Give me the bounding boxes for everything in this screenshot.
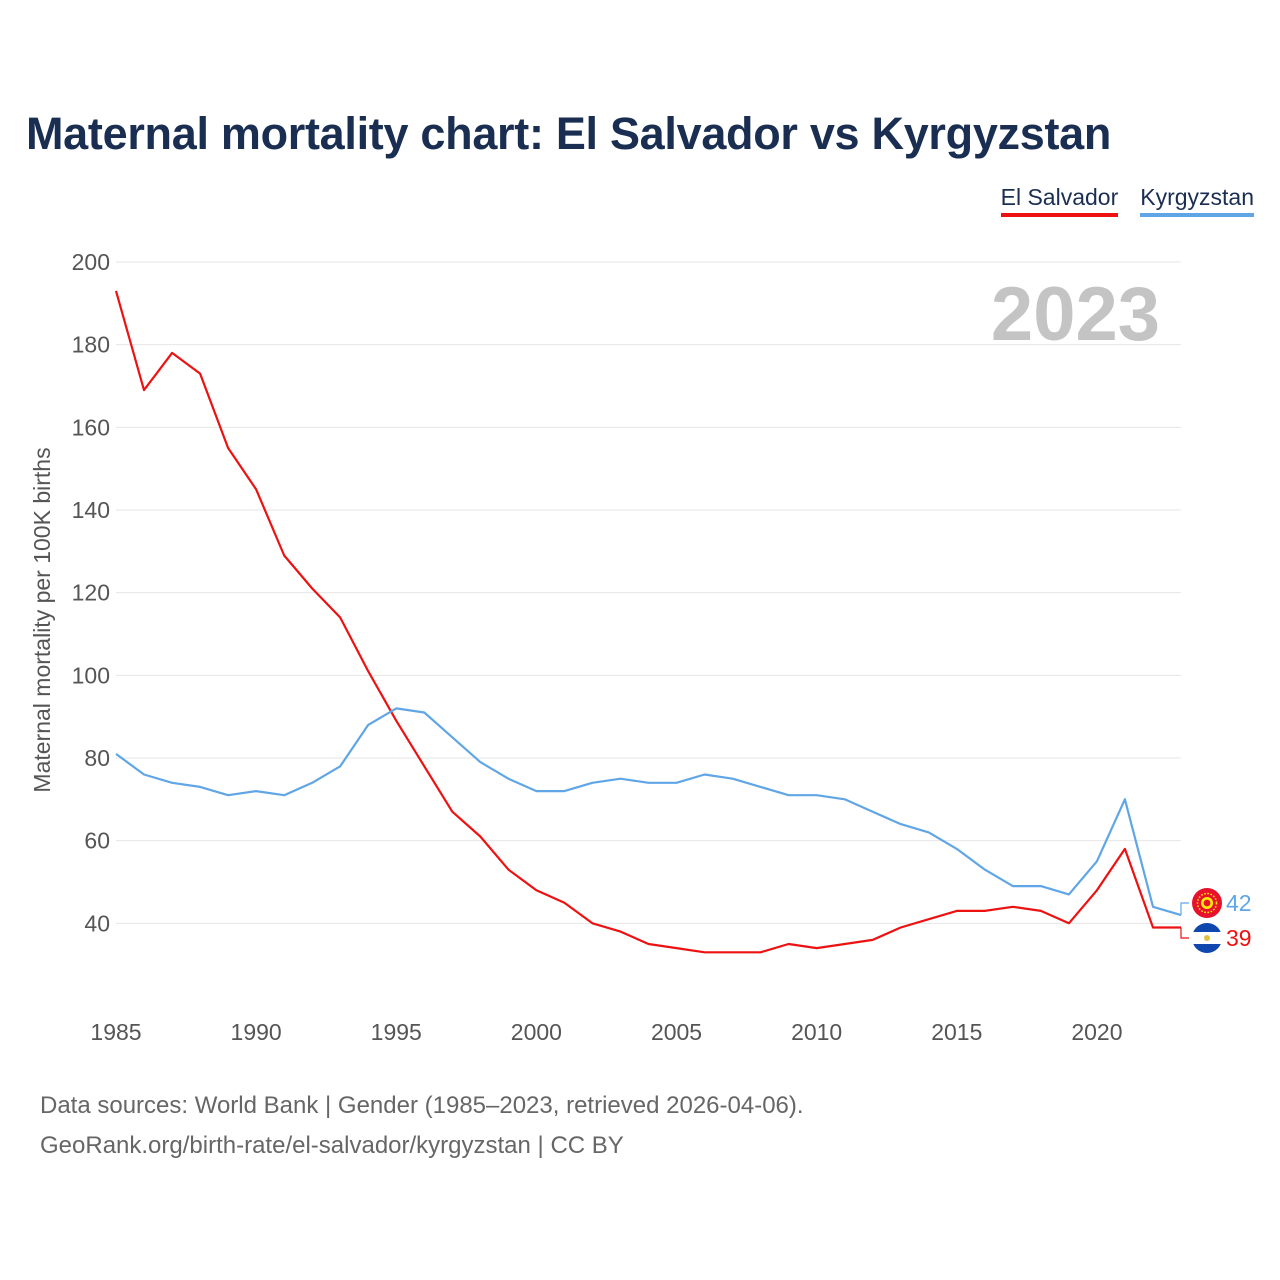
y-tick-label: 120 (72, 580, 110, 606)
chart-title: Maternal mortality chart: El Salvador vs… (26, 108, 1112, 159)
legend-item-el-salvador[interactable]: El Salvador (1000, 184, 1119, 217)
y-axis-label: Maternal mortality per 100K births (29, 447, 55, 792)
y-tick-label: 100 (72, 662, 110, 688)
x-tick-label: 2010 (791, 1019, 842, 1045)
legend: El Salvador Kyrgyzstan (1000, 184, 1254, 217)
y-tick-label: 160 (72, 414, 110, 440)
el-salvador-flag-icon (1192, 923, 1222, 953)
attribution-link[interactable]: GeoRank.org/birth-rate/el-salvador/kyrgy… (40, 1132, 624, 1159)
x-tick-label: 2020 (1071, 1019, 1122, 1045)
grid-lines (116, 261, 1181, 924)
y-tick-label: 180 (72, 332, 110, 358)
legend-item-kyrgyzstan[interactable]: Kyrgyzstan (1140, 184, 1254, 217)
x-tick-label: 2015 (931, 1019, 982, 1045)
x-tick-label: 1985 (90, 1019, 141, 1045)
x-tick-label: 1990 (231, 1019, 282, 1045)
kyrgyzstan-flag-icon (1192, 888, 1222, 918)
end-value-label-kyrgyzstan: 42 (1226, 890, 1252, 916)
data-source-note: Data sources: World Bank | Gender (1985–… (40, 1092, 804, 1119)
end-connector-el-salvador (1180, 927, 1189, 939)
end-connector-kyrgyzstan (1180, 902, 1189, 916)
y-axis-ticks: 40 60 80 100 120 140 160 180 200 (72, 249, 110, 936)
series-line-el-salvador (114, 290, 1181, 954)
line-chart: 40 60 80 100 120 140 160 180 200 1985 1990 1995 200… (29, 249, 1252, 1045)
year-watermark: 2023 (991, 272, 1160, 357)
x-axis-ticks: 1985 1990 1995 2000 2005 2010 2015 2020 (90, 1019, 1122, 1045)
footer: Data sources: World Bank | Gender (1985–… (40, 1086, 804, 1166)
y-tick-label: 40 (84, 910, 110, 936)
y-tick-label: 140 (72, 497, 110, 523)
y-tick-label: 80 (84, 745, 110, 771)
x-tick-label: 2000 (511, 1019, 562, 1045)
x-tick-label: 2005 (651, 1019, 702, 1045)
end-value-label-el-salvador: 39 (1226, 925, 1252, 951)
x-tick-label: 1995 (371, 1019, 422, 1045)
y-tick-label: 200 (72, 249, 110, 275)
y-tick-label: 60 (84, 828, 110, 854)
series-line-kyrgyzstan (115, 707, 1182, 917)
